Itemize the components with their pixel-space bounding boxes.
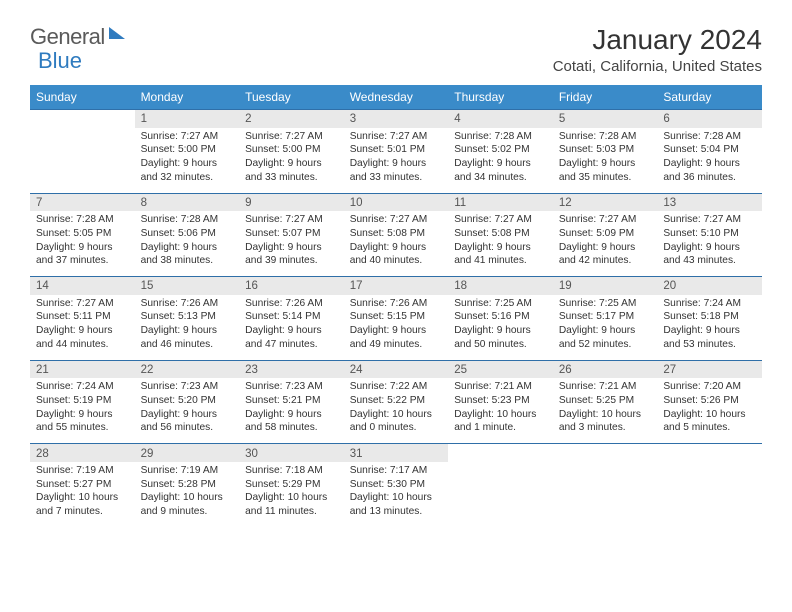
day-number-cell — [553, 444, 658, 462]
day-info-cell: Sunrise: 7:19 AMSunset: 5:27 PMDaylight:… — [30, 462, 135, 527]
day-info-cell: Sunrise: 7:27 AMSunset: 5:11 PMDaylight:… — [30, 295, 135, 361]
day-info-cell: Sunrise: 7:27 AMSunset: 5:07 PMDaylight:… — [239, 211, 344, 277]
day-info-cell: Sunrise: 7:28 AMSunset: 5:03 PMDaylight:… — [553, 128, 658, 194]
day-number-cell: 31 — [344, 444, 449, 462]
day-number-cell: 30 — [239, 444, 344, 462]
day-number-cell: 14 — [30, 277, 135, 295]
logo-text-1: General — [30, 24, 105, 50]
day-number-cell: 25 — [448, 360, 553, 378]
title-block: January 2024 Cotati, California, United … — [553, 24, 762, 75]
day-info-cell: Sunrise: 7:23 AMSunset: 5:20 PMDaylight:… — [135, 378, 240, 444]
weekday-header: Tuesday — [239, 85, 344, 110]
day-info-cell: Sunrise: 7:24 AMSunset: 5:19 PMDaylight:… — [30, 378, 135, 444]
day-info-cell: Sunrise: 7:27 AMSunset: 5:00 PMDaylight:… — [135, 128, 240, 194]
week-info-row: Sunrise: 7:27 AMSunset: 5:11 PMDaylight:… — [30, 295, 762, 361]
week-daynum-row: 14151617181920 — [30, 277, 762, 295]
day-number-cell: 11 — [448, 193, 553, 211]
day-number-cell — [657, 444, 762, 462]
day-number-cell: 21 — [30, 360, 135, 378]
day-number-cell: 15 — [135, 277, 240, 295]
weekday-header: Monday — [135, 85, 240, 110]
calendar-page: General January 2024 Cotati, California,… — [0, 0, 792, 547]
page-subtitle: Cotati, California, United States — [553, 58, 762, 75]
day-number-cell: 28 — [30, 444, 135, 462]
day-info-cell: Sunrise: 7:21 AMSunset: 5:23 PMDaylight:… — [448, 378, 553, 444]
day-info-cell: Sunrise: 7:27 AMSunset: 5:08 PMDaylight:… — [344, 211, 449, 277]
page-title: January 2024 — [553, 24, 762, 56]
day-number-cell: 5 — [553, 110, 658, 128]
day-info-cell: Sunrise: 7:27 AMSunset: 5:09 PMDaylight:… — [553, 211, 658, 277]
day-info-cell: Sunrise: 7:27 AMSunset: 5:01 PMDaylight:… — [344, 128, 449, 194]
day-number-cell: 4 — [448, 110, 553, 128]
day-info-cell: Sunrise: 7:19 AMSunset: 5:28 PMDaylight:… — [135, 462, 240, 527]
day-number-cell: 18 — [448, 277, 553, 295]
day-number-cell: 12 — [553, 193, 658, 211]
logo-text-2: Blue — [38, 48, 82, 74]
weekday-header: Thursday — [448, 85, 553, 110]
day-number-cell: 7 — [30, 193, 135, 211]
weekday-header: Saturday — [657, 85, 762, 110]
day-number-cell: 19 — [553, 277, 658, 295]
calendar-table: Sunday Monday Tuesday Wednesday Thursday… — [30, 85, 762, 527]
day-info-cell: Sunrise: 7:22 AMSunset: 5:22 PMDaylight:… — [344, 378, 449, 444]
day-number-cell: 8 — [135, 193, 240, 211]
logo-triangle-icon — [109, 27, 125, 39]
week-info-row: Sunrise: 7:24 AMSunset: 5:19 PMDaylight:… — [30, 378, 762, 444]
day-info-cell: Sunrise: 7:18 AMSunset: 5:29 PMDaylight:… — [239, 462, 344, 527]
day-number-cell: 10 — [344, 193, 449, 211]
week-daynum-row: 28293031 — [30, 444, 762, 462]
day-info-cell: Sunrise: 7:26 AMSunset: 5:14 PMDaylight:… — [239, 295, 344, 361]
day-number-cell: 26 — [553, 360, 658, 378]
day-info-cell: Sunrise: 7:23 AMSunset: 5:21 PMDaylight:… — [239, 378, 344, 444]
week-info-row: Sunrise: 7:27 AMSunset: 5:00 PMDaylight:… — [30, 128, 762, 194]
day-info-cell: Sunrise: 7:20 AMSunset: 5:26 PMDaylight:… — [657, 378, 762, 444]
day-info-cell: Sunrise: 7:28 AMSunset: 5:02 PMDaylight:… — [448, 128, 553, 194]
day-info-cell — [553, 462, 658, 527]
day-number-cell: 16 — [239, 277, 344, 295]
weekday-header: Sunday — [30, 85, 135, 110]
day-info-cell — [448, 462, 553, 527]
day-number-cell: 24 — [344, 360, 449, 378]
day-number-cell: 3 — [344, 110, 449, 128]
day-number-cell: 2 — [239, 110, 344, 128]
day-info-cell: Sunrise: 7:28 AMSunset: 5:06 PMDaylight:… — [135, 211, 240, 277]
day-number-cell — [448, 444, 553, 462]
day-number-cell: 29 — [135, 444, 240, 462]
day-info-cell: Sunrise: 7:27 AMSunset: 5:00 PMDaylight:… — [239, 128, 344, 194]
day-number-cell: 17 — [344, 277, 449, 295]
day-info-cell — [657, 462, 762, 527]
logo: General — [30, 24, 127, 50]
day-info-cell: Sunrise: 7:28 AMSunset: 5:05 PMDaylight:… — [30, 211, 135, 277]
day-info-cell: Sunrise: 7:26 AMSunset: 5:15 PMDaylight:… — [344, 295, 449, 361]
day-number-cell: 27 — [657, 360, 762, 378]
day-info-cell: Sunrise: 7:21 AMSunset: 5:25 PMDaylight:… — [553, 378, 658, 444]
day-info-cell: Sunrise: 7:24 AMSunset: 5:18 PMDaylight:… — [657, 295, 762, 361]
day-info-cell: Sunrise: 7:27 AMSunset: 5:08 PMDaylight:… — [448, 211, 553, 277]
day-number-cell: 13 — [657, 193, 762, 211]
week-info-row: Sunrise: 7:28 AMSunset: 5:05 PMDaylight:… — [30, 211, 762, 277]
week-daynum-row: 78910111213 — [30, 193, 762, 211]
day-info-cell — [30, 128, 135, 194]
day-number-cell: 20 — [657, 277, 762, 295]
day-info-cell: Sunrise: 7:28 AMSunset: 5:04 PMDaylight:… — [657, 128, 762, 194]
week-daynum-row: 21222324252627 — [30, 360, 762, 378]
week-daynum-row: 123456 — [30, 110, 762, 128]
day-info-cell: Sunrise: 7:17 AMSunset: 5:30 PMDaylight:… — [344, 462, 449, 527]
day-info-cell: Sunrise: 7:27 AMSunset: 5:10 PMDaylight:… — [657, 211, 762, 277]
weekday-header: Wednesday — [344, 85, 449, 110]
day-number-cell: 1 — [135, 110, 240, 128]
day-number-cell: 23 — [239, 360, 344, 378]
day-number-cell: 6 — [657, 110, 762, 128]
header: General January 2024 Cotati, California,… — [30, 24, 762, 75]
week-info-row: Sunrise: 7:19 AMSunset: 5:27 PMDaylight:… — [30, 462, 762, 527]
day-number-cell: 22 — [135, 360, 240, 378]
day-info-cell: Sunrise: 7:25 AMSunset: 5:16 PMDaylight:… — [448, 295, 553, 361]
day-number-cell — [30, 110, 135, 128]
day-info-cell: Sunrise: 7:25 AMSunset: 5:17 PMDaylight:… — [553, 295, 658, 361]
weekday-header-row: Sunday Monday Tuesday Wednesday Thursday… — [30, 85, 762, 110]
day-info-cell: Sunrise: 7:26 AMSunset: 5:13 PMDaylight:… — [135, 295, 240, 361]
weekday-header: Friday — [553, 85, 658, 110]
day-number-cell: 9 — [239, 193, 344, 211]
